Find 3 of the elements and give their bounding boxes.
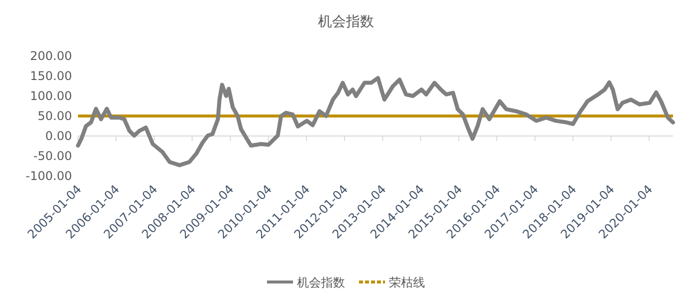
legend-label: 荣枯线 (389, 276, 425, 290)
title: 机会指数 (318, 14, 374, 30)
legend-label: 机会指数 (297, 276, 345, 290)
